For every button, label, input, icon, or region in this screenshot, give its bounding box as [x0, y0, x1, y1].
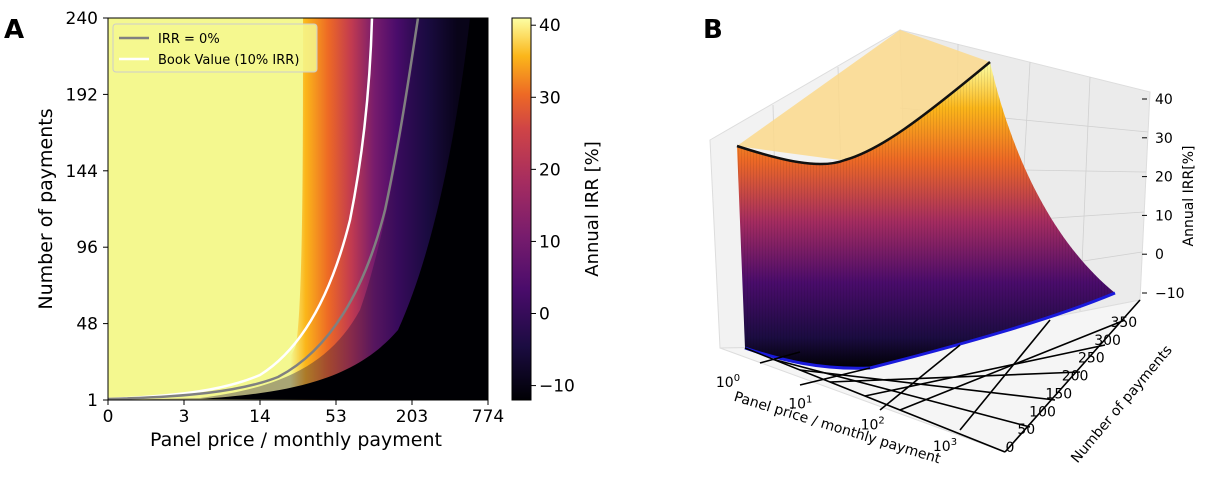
- y-tick-label: 1: [87, 391, 98, 411]
- heatmap-frame: [107, 17, 489, 401]
- x-tick-label: 203: [396, 407, 428, 427]
- heatmap-high-irr-region: [108, 18, 303, 400]
- y3d-tick-label: 100: [1029, 404, 1056, 420]
- colorbar-tick-label: −10: [539, 377, 575, 397]
- z-axis-ticks: −10 0 10 20 30 40: [1142, 92, 1185, 302]
- heatmap-negative-region: [200, 18, 488, 400]
- surface-top-edge: [736, 61, 991, 166]
- colorbar-tick-label: 0: [539, 305, 550, 325]
- x-tick-label: 774: [472, 407, 504, 427]
- y-tick-label: 96: [76, 238, 98, 258]
- x3d-tick-label: 102: [861, 416, 885, 434]
- z-tick-label: −10: [1155, 286, 1185, 302]
- y-tick-label: 144: [66, 162, 98, 182]
- legend-label-irr-zero: IRR = 0%: [158, 32, 220, 47]
- legend-box: [112, 23, 318, 73]
- z-tick-label: 30: [1155, 131, 1173, 147]
- colorbar-ticks: −10 0 10 20 30 40: [531, 16, 575, 397]
- x-axis-ticks: 0 3 14 53 203 774: [103, 400, 504, 427]
- x3d-tick-base: 10: [788, 396, 806, 412]
- z-axis-label: Annual IRR[%]: [1181, 146, 1197, 247]
- x-tick-label: 53: [325, 407, 347, 427]
- z-tick-label: 20: [1155, 170, 1173, 186]
- heatmap-low-shade: [108, 18, 488, 400]
- x-tick-label: 14: [249, 407, 271, 427]
- legend: IRR = 0% Book Value (10% IRR): [112, 23, 318, 73]
- y3d-tick-label: 350: [1110, 315, 1137, 331]
- y3d-tick-label: 0: [1006, 440, 1015, 456]
- contour-book-value: [108, 18, 374, 400]
- panel-a: A IRR = 0% Book Value (10% IRR) 14896144…: [4, 9, 603, 451]
- x-tick-label: 3: [179, 407, 190, 427]
- colorbar-tick-label: 30: [539, 88, 561, 108]
- x3d-tick-label: 100: [716, 373, 740, 391]
- y3d-tick-label: 200: [1062, 369, 1089, 385]
- y-tick-label: 48: [76, 315, 98, 335]
- colorbar-label: Annual IRR [%]: [582, 141, 603, 276]
- y-tick-label: 240: [66, 9, 98, 29]
- z-tick-label: 0: [1155, 247, 1164, 263]
- x3d-tick-exponent: 0: [734, 373, 740, 384]
- floor-grid: [744, 299, 1141, 453]
- y3d-tick-label: 300: [1094, 333, 1121, 349]
- x3d-tick-label: 103: [933, 437, 957, 455]
- z-tick-label: 40: [1155, 92, 1173, 108]
- y-axis-label: Number of payments: [35, 108, 57, 309]
- x3d-tick-exponent: 3: [951, 437, 957, 448]
- legend-label-book-value: Book Value (10% IRR): [158, 53, 299, 68]
- y-axis-ticks: 1 48 96 144 192 240: [66, 9, 108, 411]
- colorbar-tick-label: 10: [539, 232, 561, 252]
- x3d-tick-exponent: 2: [878, 416, 884, 427]
- irr-surface-mesh: [737, 62, 1115, 369]
- heatmap-plot-area: [108, 18, 488, 400]
- x3d-tick-exponent: 1: [806, 394, 812, 405]
- y3d-tick-label: 150: [1045, 386, 1072, 402]
- colorbar-tick-label: 20: [539, 160, 561, 180]
- y-tick-label: 192: [66, 85, 98, 105]
- x3d-tick-base: 10: [716, 375, 734, 391]
- x3d-tick-label: 101: [788, 394, 812, 412]
- contour-irr-zero: [108, 18, 420, 400]
- x3d-tick-base: 10: [861, 418, 879, 434]
- panel-label-a: A: [4, 15, 24, 45]
- colorbar: [511, 17, 532, 401]
- panel-b: B: [703, 15, 1197, 467]
- x-tick-label: 0: [103, 407, 114, 427]
- surface-bottom-edge: [744, 291, 1116, 370]
- colorbar-tick-label: 40: [539, 16, 561, 36]
- panel-label-b: B: [703, 15, 723, 45]
- x3d-tick-base: 10: [933, 439, 951, 455]
- x-axis-label: Panel price / monthly payment: [150, 429, 442, 451]
- y3d-tick-label: 50: [1017, 422, 1035, 438]
- z-tick-label: 10: [1155, 208, 1173, 224]
- y3d-tick-label: 250: [1078, 351, 1105, 367]
